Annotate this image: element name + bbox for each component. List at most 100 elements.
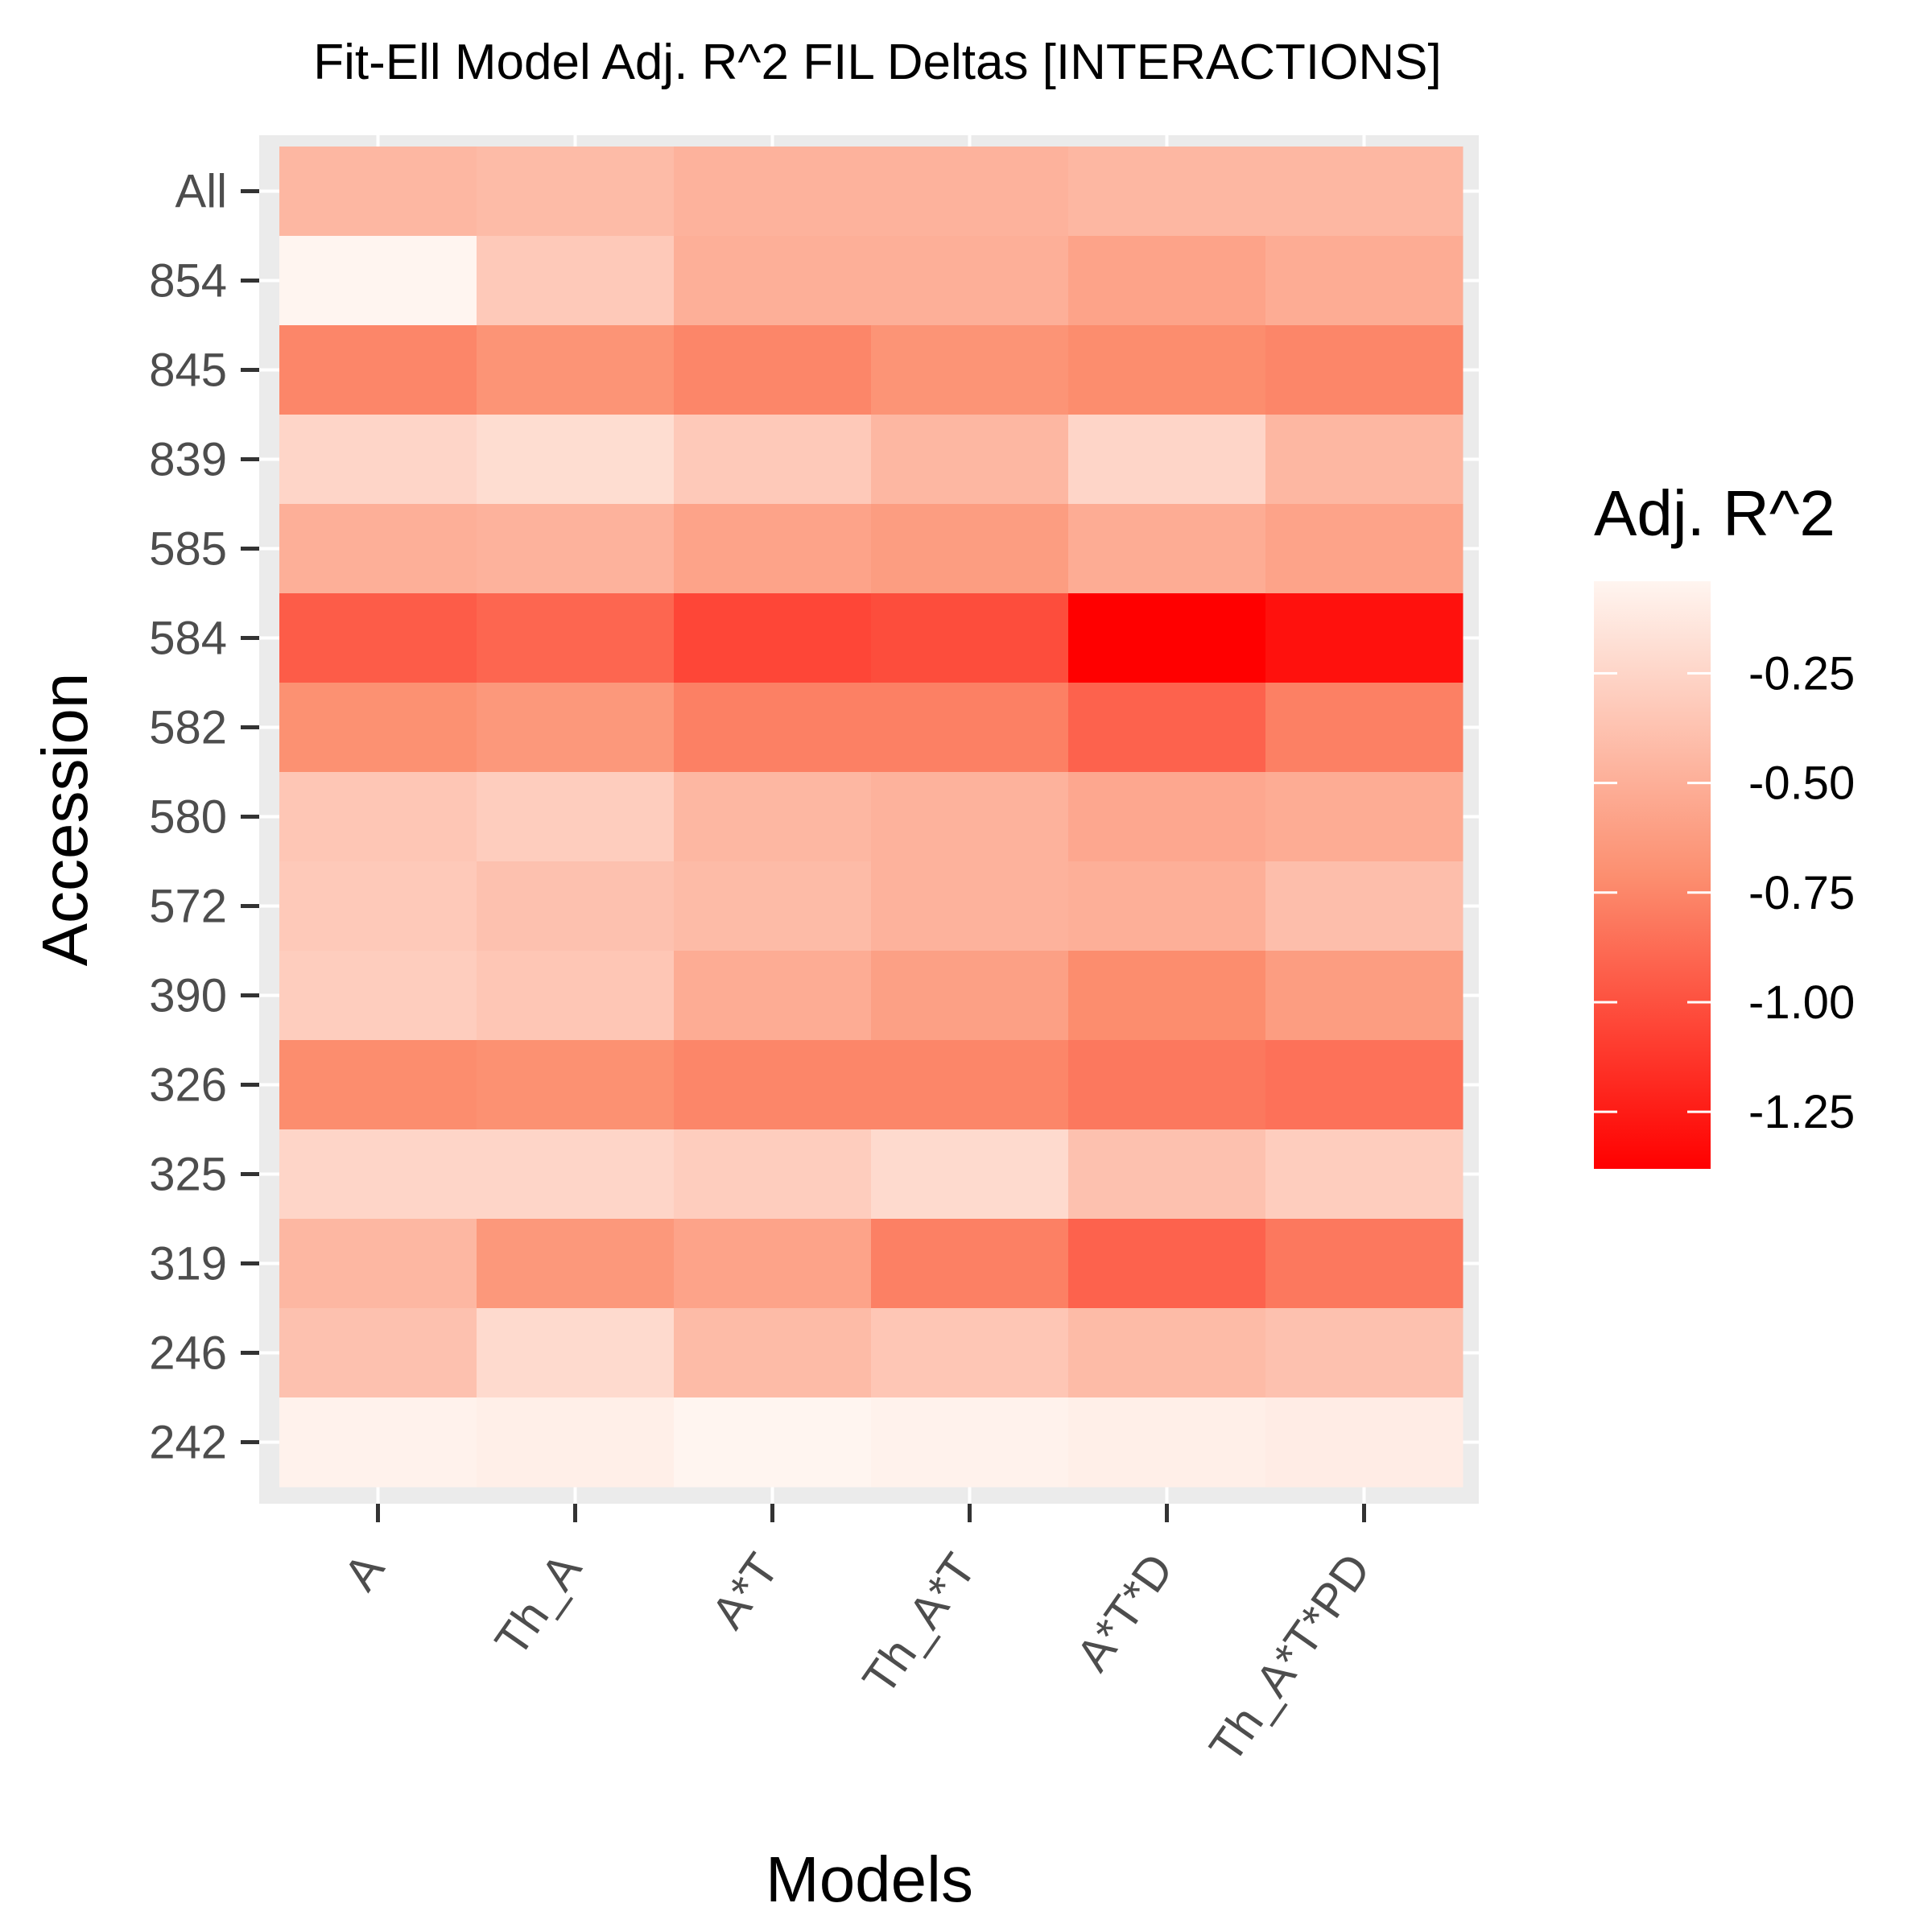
heatmap-cell-584-Th_A <box>477 593 675 683</box>
heatmap-cell-246-A <box>279 1308 477 1398</box>
heatmap-cell-326-A <box>279 1040 477 1130</box>
y-tick-label: 390 <box>149 970 227 1022</box>
heatmap-cell-582-Th_A <box>477 683 675 773</box>
heatmap-cell-845-A*T <box>674 325 872 415</box>
y-tick-label: 854 <box>149 255 227 308</box>
heatmap-cell-585-Th_A*T*PD <box>1265 504 1463 594</box>
heatmap-cell-390-A*T <box>674 951 872 1041</box>
heatmap-cell-All-A <box>279 147 477 237</box>
heatmap-cell-839-Th_A <box>477 415 675 505</box>
heatmap-cell-319-Th_A <box>477 1219 675 1309</box>
heatmap-cell-246-A*T*D <box>1068 1308 1266 1398</box>
heatmap-cell-390-A <box>279 951 477 1041</box>
heatmap-cell-242-A*T <box>674 1397 872 1488</box>
heatmap-cell-854-A*T <box>674 236 872 326</box>
heatmap-cell-325-A <box>279 1129 477 1220</box>
heatmap-cell-390-Th_A*T*PD <box>1265 951 1463 1041</box>
heatmap-cell-All-A*T <box>674 147 872 237</box>
legend-title: Adj. R^2 <box>1594 477 1835 549</box>
heatmap-cell-325-Th_A <box>477 1129 675 1220</box>
heatmap-cell-572-Th_A*T*PD <box>1265 861 1463 952</box>
heatmap-cell-585-Th_A <box>477 504 675 594</box>
heatmap-cell-242-A <box>279 1397 477 1488</box>
heatmap-cell-242-Th_A <box>477 1397 675 1488</box>
heatmap-cell-580-A*T*D <box>1068 772 1266 862</box>
heatmap-cell-845-A <box>279 325 477 415</box>
heatmap-cell-580-Th_A <box>477 772 675 862</box>
y-tick-label: 246 <box>149 1327 227 1380</box>
heatmap-cell-580-Th_A*T*PD <box>1265 772 1463 862</box>
heatmap-cell-246-Th_A <box>477 1308 675 1398</box>
x-tick-label: Th_A*T <box>852 1544 986 1703</box>
legend-tick-label: -1.25 <box>1748 1086 1855 1138</box>
heatmap-cell-572-Th_A*T <box>871 861 1069 952</box>
heatmap-cell-584-Th_A*T <box>871 593 1069 683</box>
heatmap-cell-854-Th_A*T <box>871 236 1069 326</box>
heatmap-cell-585-A*T <box>674 504 872 594</box>
heatmap-cell-326-Th_A*T <box>871 1040 1069 1130</box>
heatmap-cell-All-Th_A <box>477 147 675 237</box>
heatmap-cell-325-Th_A*T*PD <box>1265 1129 1463 1220</box>
heatmap-cell-584-A*T <box>674 593 872 683</box>
heatmap-cell-845-Th_A <box>477 325 675 415</box>
heatmap-cell-242-Th_A*T <box>871 1397 1069 1488</box>
x-tick-label: A <box>334 1544 395 1600</box>
heatmap-cell-319-A*T*D <box>1068 1219 1266 1309</box>
heatmap-cell-All-Th_A*T*PD <box>1265 147 1463 237</box>
heatmap-cell-242-Th_A*T*PD <box>1265 1397 1463 1488</box>
heatmap-cell-580-A <box>279 772 477 862</box>
heatmap-cell-319-A*T <box>674 1219 872 1309</box>
heatmap-cell-839-A <box>279 415 477 505</box>
x-axis-title: Models <box>766 1843 973 1915</box>
y-tick-label: 580 <box>149 791 227 844</box>
heatmap-cell-839-Th_A*T*PD <box>1265 415 1463 505</box>
heatmap-cell-325-Th_A*T <box>871 1129 1069 1220</box>
y-axis: All 854 845 839 585 584 582 580 572 390 326 325 319 2… <box>149 166 259 1469</box>
heatmap-cell-572-A*T*D <box>1068 861 1266 952</box>
legend-tick-label: -1.00 <box>1748 976 1855 1029</box>
heatmap-cell-390-Th_A <box>477 951 675 1041</box>
x-tick-label: Th_A*T*PD <box>1199 1544 1381 1772</box>
y-tick-label: All <box>175 166 227 218</box>
heatmap-cell-845-Th_A*T <box>871 325 1069 415</box>
heatmap-cell-585-A*T*D <box>1068 504 1266 594</box>
y-tick-label: 572 <box>149 881 227 933</box>
heatmap-cell-854-A*T*D <box>1068 236 1266 326</box>
heatmap-cell-854-Th_A*T*PD <box>1265 236 1463 326</box>
heatmap-cell-246-Th_A*T <box>871 1308 1069 1398</box>
heatmap-cell-All-Th_A*T <box>871 147 1069 237</box>
heatmap-cell-854-Th_A <box>477 236 675 326</box>
heatmap-cell-572-A*T <box>674 861 872 952</box>
heatmap-cell-585-Th_A*T <box>871 504 1069 594</box>
heatmap-cell-839-A*T <box>674 415 872 505</box>
legend-tick-label: -0.25 <box>1748 647 1855 700</box>
heatmap-cell-584-A <box>279 593 477 683</box>
heatmap-cell-246-Th_A*T*PD <box>1265 1308 1463 1398</box>
y-tick-label: 325 <box>149 1149 227 1201</box>
heatmap-cell-845-A*T*D <box>1068 325 1266 415</box>
heatmap-cell-584-Th_A*T*PD <box>1265 593 1463 683</box>
heatmap-cell-582-Th_A*T <box>871 683 1069 773</box>
heatmap-cell-845-Th_A*T*PD <box>1265 325 1463 415</box>
y-tick-label: 326 <box>149 1059 227 1112</box>
heatmap-cell-585-A <box>279 504 477 594</box>
heatmap-cell-All-A*T*D <box>1068 147 1266 237</box>
x-tick-label: A*T*D <box>1066 1544 1183 1680</box>
heatmap-cell-319-A <box>279 1219 477 1309</box>
heatmap-cell-319-Th_A*T <box>871 1219 1069 1309</box>
heatmap-cell-582-Th_A*T*PD <box>1265 683 1463 773</box>
heatmap-cell-326-A*T <box>674 1040 872 1130</box>
y-tick-label: 585 <box>149 523 227 576</box>
legend-tick-label: -0.75 <box>1748 867 1855 919</box>
chart-title: Fit-Ell Model Adj. R^2 FIL Deltas [INTER… <box>313 35 1441 90</box>
heatmap-cell-582-A*T <box>674 683 872 773</box>
legend-colorbar <box>1594 581 1711 1169</box>
heatmap-cell-582-A <box>279 683 477 773</box>
y-tick-label: 839 <box>149 434 227 486</box>
heatmap-cell-582-A*T*D <box>1068 683 1266 773</box>
x-tick-label: Th_A <box>485 1544 592 1666</box>
heatmap-cells <box>279 147 1463 1488</box>
x-tick-label: A*T <box>701 1544 789 1637</box>
heatmap-cell-325-A*T*D <box>1068 1129 1266 1220</box>
